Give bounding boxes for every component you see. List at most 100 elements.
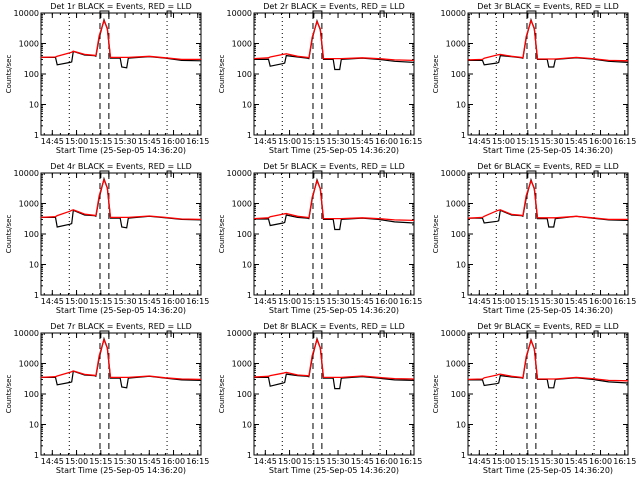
y-tick-label: 10000 bbox=[227, 329, 252, 338]
x-tick-label: 14:45 bbox=[468, 137, 491, 146]
y-tick-label: 1000 bbox=[19, 360, 39, 369]
x-tick-label: 14:45 bbox=[468, 297, 491, 306]
series-line-lld bbox=[40, 19, 201, 61]
series-line-events bbox=[41, 336, 202, 389]
x-tick-label: 16:15 bbox=[186, 457, 209, 466]
attenuator-state-bracket bbox=[526, 10, 537, 17]
y-tick-label: 1000 bbox=[232, 360, 252, 369]
attenuator-state-bracket bbox=[593, 330, 599, 337]
y-tick-label: 1000 bbox=[446, 360, 466, 369]
y-tick-label: 10000 bbox=[441, 169, 466, 178]
y-tick-label: 10000 bbox=[14, 329, 39, 338]
x-tick-label: 15:45 bbox=[565, 297, 588, 306]
attenuator-state-bracket bbox=[593, 10, 599, 17]
series-line-events bbox=[41, 176, 202, 229]
panel-det-7: Det 7r BLACK = Events, RED = LLD 1 10 100 10… bbox=[5, 322, 209, 475]
x-tick-label: 15:15 bbox=[516, 297, 539, 306]
x-tick-label: 16:00 bbox=[589, 457, 612, 466]
x-tick-label: 16:15 bbox=[399, 297, 422, 306]
y-tick-label: 10 bbox=[456, 101, 466, 110]
x-tick-label: 15:30 bbox=[541, 297, 564, 306]
x-tick-label: 16:15 bbox=[186, 297, 209, 306]
x-tick-label: 15:30 bbox=[327, 137, 350, 146]
y-tick-label: 100 bbox=[24, 230, 39, 239]
panel-det-1: Det 1r BLACK = Events, RED = LLD 1 10 100 10… bbox=[5, 2, 209, 155]
y-tick-label: 1 bbox=[247, 131, 252, 140]
plot-frame bbox=[40, 12, 202, 136]
panel-title: Det 3r BLACK = Events, RED = LLD bbox=[477, 2, 619, 11]
x-tick-label: 16:15 bbox=[613, 457, 636, 466]
x-tick-label: 16:00 bbox=[162, 297, 185, 306]
plot-frame bbox=[253, 12, 415, 136]
series-line-events bbox=[254, 177, 415, 231]
y-tick-label: 10000 bbox=[227, 169, 252, 178]
attenuator-state-bracket bbox=[526, 170, 537, 177]
attenuator-state-bracket bbox=[166, 330, 172, 337]
x-tick-label: 15:30 bbox=[327, 297, 350, 306]
series-line-lld bbox=[253, 337, 415, 380]
x-tick-label: 15:15 bbox=[89, 457, 112, 466]
panel-det-9: Det 9r BLACK = Events, RED = LLD 1 10 100 10… bbox=[432, 322, 636, 475]
x-tick-label: 16:00 bbox=[375, 137, 398, 146]
x-tick-label: 15:45 bbox=[565, 457, 588, 466]
x-tick-label: 15:00 bbox=[278, 457, 301, 466]
x-axis-label: Start Time (25-Sep-05 14:36:20) bbox=[269, 306, 399, 315]
x-axis-label: Start Time (25-Sep-05 14:36:20) bbox=[56, 146, 186, 155]
attenuator-state-bracket bbox=[379, 170, 385, 177]
x-tick-label: 14:45 bbox=[41, 297, 64, 306]
attenuator-state-bracket bbox=[99, 170, 110, 177]
y-tick-label: 1000 bbox=[19, 40, 39, 49]
y-tick-label: 100 bbox=[24, 390, 39, 399]
x-tick-label: 15:15 bbox=[302, 457, 325, 466]
x-tick-label: 15:45 bbox=[138, 297, 161, 306]
y-tick-label: 1 bbox=[247, 451, 252, 460]
y-tick-label: 100 bbox=[237, 230, 252, 239]
x-tick-label: 15:30 bbox=[541, 137, 564, 146]
y-tick-label: 10000 bbox=[441, 9, 466, 18]
series-line-lld bbox=[467, 338, 629, 382]
x-axis-label: Start Time (25-Sep-05 14:36:20) bbox=[483, 306, 613, 315]
x-tick-label: 15:15 bbox=[89, 297, 112, 306]
x-tick-label: 15:45 bbox=[351, 457, 374, 466]
y-tick-label: 10000 bbox=[14, 169, 39, 178]
y-tick-label: 1 bbox=[34, 131, 39, 140]
x-tick-label: 15:00 bbox=[278, 297, 301, 306]
x-tick-label: 15:00 bbox=[65, 137, 88, 146]
x-tick-label: 16:00 bbox=[589, 297, 612, 306]
series-line-lld bbox=[253, 178, 415, 222]
y-tick-label: 100 bbox=[237, 70, 252, 79]
y-tick-label: 1000 bbox=[446, 40, 466, 49]
x-tick-label: 15:00 bbox=[492, 457, 515, 466]
x-axis-label: Start Time (25-Sep-05 14:36:20) bbox=[483, 146, 613, 155]
series-line-lld bbox=[467, 18, 629, 62]
y-axis-label: Counts/sec bbox=[218, 215, 226, 254]
series-line-events bbox=[254, 336, 415, 390]
panel-det-8: Det 8r BLACK = Events, RED = LLD 1 10 100 10… bbox=[218, 322, 422, 475]
x-tick-label: 15:15 bbox=[302, 137, 325, 146]
attenuator-state-bracket bbox=[166, 170, 172, 177]
series-line-events bbox=[254, 18, 415, 71]
series-line-events bbox=[41, 17, 202, 69]
y-tick-label: 100 bbox=[451, 390, 466, 399]
y-tick-label: 100 bbox=[237, 390, 252, 399]
y-tick-label: 10 bbox=[29, 421, 39, 430]
plot-frame bbox=[40, 172, 202, 296]
plot-frame bbox=[467, 172, 629, 296]
attenuator-state-bracket bbox=[99, 10, 110, 17]
series-line-events bbox=[468, 177, 629, 228]
panel-det-2: Det 2r BLACK = Events, RED = LLD 1 10 100 10… bbox=[218, 2, 422, 155]
x-tick-label: 15:00 bbox=[492, 297, 515, 306]
y-tick-label: 1000 bbox=[19, 200, 39, 209]
x-tick-label: 16:00 bbox=[589, 137, 612, 146]
attenuator-state-bracket bbox=[379, 10, 385, 17]
x-tick-label: 15:15 bbox=[302, 297, 325, 306]
panel-title: Det 8r BLACK = Events, RED = LLD bbox=[263, 322, 405, 331]
x-tick-label: 15:45 bbox=[351, 137, 374, 146]
y-tick-label: 10000 bbox=[227, 9, 252, 18]
x-tick-label: 16:00 bbox=[375, 457, 398, 466]
y-tick-label: 10 bbox=[242, 421, 252, 430]
x-tick-label: 15:15 bbox=[516, 137, 539, 146]
x-axis-label: Start Time (25-Sep-05 14:36:20) bbox=[269, 466, 399, 475]
y-tick-label: 100 bbox=[24, 70, 39, 79]
